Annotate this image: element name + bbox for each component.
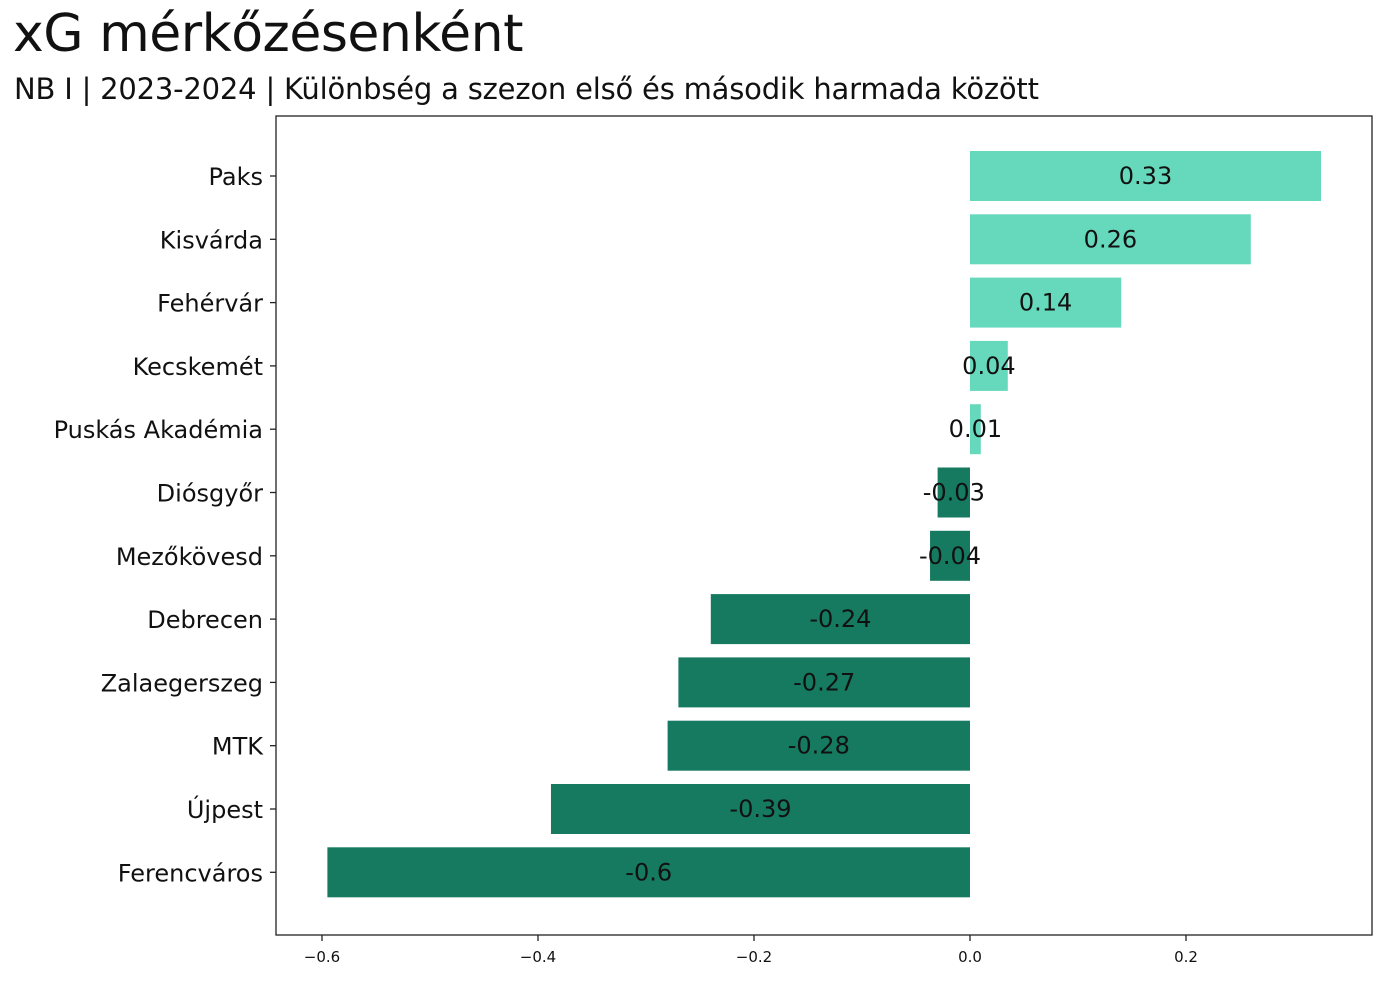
category-label: Fehérvár bbox=[157, 290, 263, 318]
bar-kecskemet bbox=[970, 340, 1008, 391]
bar-value-label: -0.6 bbox=[625, 858, 672, 886]
category-label: Zalaegerszeg bbox=[101, 669, 263, 697]
plot-frame bbox=[275, 115, 1373, 936]
category-axis: Paks Kisvárda Fehérvár Kecskemét Puskás Akad… bbox=[54, 163, 276, 887]
category-label: Diósgyőr bbox=[157, 480, 263, 508]
bar-mezokovesd bbox=[930, 530, 970, 581]
bar-value-label: -0.24 bbox=[809, 605, 871, 633]
category-label: Paks bbox=[208, 163, 263, 191]
bar-fehervar bbox=[970, 277, 1122, 328]
category-label: Kecskemét bbox=[133, 353, 263, 381]
x-tick-label: −0.4 bbox=[520, 948, 556, 966]
bar-value-label: -0.27 bbox=[793, 668, 855, 696]
bar-value-label: -0.39 bbox=[729, 795, 791, 823]
bar-value-label: 0.04 bbox=[962, 352, 1015, 380]
bar-ferencvaros bbox=[327, 847, 970, 898]
bar-value-label: 0.33 bbox=[1119, 162, 1172, 190]
bar-value-label: -0.03 bbox=[923, 479, 985, 507]
bar-debrecen bbox=[710, 594, 970, 645]
bars-group bbox=[327, 151, 1321, 898]
chart-subtitle: NB I | 2023-2024 | Különbség a szezon el… bbox=[14, 72, 1039, 106]
x-axis: −0.6 −0.4 −0.2 0.0 0.2 bbox=[304, 935, 1198, 966]
category-label: Debrecen bbox=[147, 606, 263, 634]
bar-puskas-akademia bbox=[970, 404, 981, 455]
category-label: Puskás Akadémia bbox=[54, 416, 263, 444]
chart-title: xG mérkőzésenként bbox=[13, 4, 523, 64]
x-tick-label: −0.2 bbox=[736, 948, 772, 966]
category-label: Mezőkövesd bbox=[116, 543, 263, 571]
bar-paks bbox=[970, 151, 1321, 201]
x-tick-label: 0.0 bbox=[958, 948, 982, 966]
bar-diosgyor bbox=[937, 467, 970, 518]
bar-value-label: 0.26 bbox=[1084, 225, 1137, 253]
bar-value-label: -0.28 bbox=[788, 732, 850, 760]
bar-ujpest bbox=[550, 784, 970, 834]
bar-value-label: 0.01 bbox=[949, 415, 1002, 443]
category-label: Kisvárda bbox=[160, 226, 263, 254]
bar-zalaegerszeg bbox=[678, 657, 970, 708]
x-tick-label: 0.2 bbox=[1174, 948, 1198, 966]
bar-kisvarda bbox=[970, 214, 1251, 265]
bar-value-label: 0.14 bbox=[1019, 289, 1072, 317]
bar-labels-group: 0.33 0.26 0.14 0.04 0.01 -0.03 -0.04 -0.24 -0.27… bbox=[625, 162, 1172, 886]
category-label: MTK bbox=[212, 733, 264, 761]
bar-value-label: -0.04 bbox=[919, 542, 981, 570]
bar-mtk bbox=[667, 720, 970, 771]
category-label: Újpest bbox=[187, 794, 263, 824]
category-label: Ferencváros bbox=[118, 859, 263, 887]
x-tick-label: −0.6 bbox=[304, 948, 340, 966]
